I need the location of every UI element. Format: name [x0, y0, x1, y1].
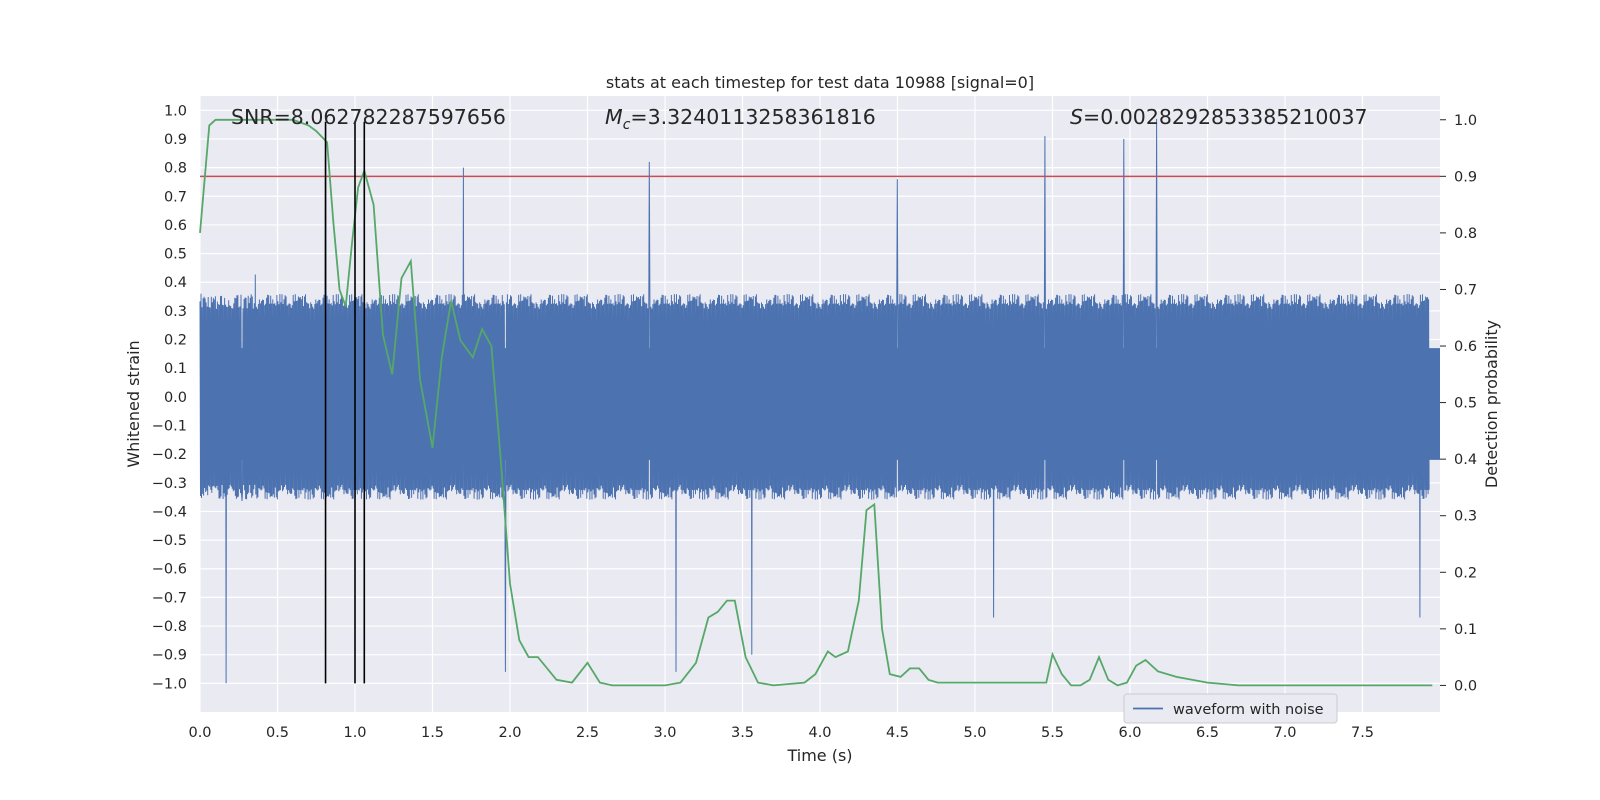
x-tick-label: 1.5: [421, 725, 444, 741]
x-axis-label: Time (s): [786, 746, 852, 765]
x-tick-label: 2.0: [498, 725, 521, 741]
y-right-tick-label: 0.4: [1454, 452, 1477, 468]
y-right-tick-label: 0.7: [1454, 282, 1477, 298]
x-axis-ticks: 0.0 0.5 1.0 1.5 2.0 2.5 3.0 3.5 4.0 4.5 5.0 5.5 6.0 6…: [188, 725, 1374, 741]
x-tick-label: 7.5: [1351, 725, 1374, 741]
x-tick-label: 7.0: [1273, 725, 1296, 741]
legend-label: waveform with noise: [1173, 702, 1324, 718]
y-left-tick-label: 0.6: [164, 218, 187, 234]
x-tick-label: 4.5: [886, 725, 909, 741]
y-left-tick-label: 1.0: [164, 103, 187, 119]
waveform-line: [199, 118, 1430, 684]
y-left-tick-label: −0.1: [152, 418, 187, 434]
y-right-tick-label: 0.0: [1454, 678, 1477, 694]
s-value: =0.0028292853385210037: [1083, 105, 1368, 129]
y-left-tick-label: −0.6: [152, 562, 187, 578]
x-tick-label: 5.0: [963, 725, 986, 741]
y-left-axis-ticks: 1.0 0.9 0.8 0.7 0.6 0.5 0.4 0.3 0.2 0.1 0.0 −0.1 −0.…: [152, 103, 187, 692]
x-tick-label: 1.0: [343, 725, 366, 741]
chirp-mass-annotation: Mc=3.3240113258361816: [605, 105, 876, 133]
y-right-tick-label: 0.9: [1454, 169, 1477, 185]
x-tick-label: 3.5: [731, 725, 754, 741]
vertical-markers: [324, 121, 366, 684]
snr-annotation: SNR=8.062782287597656: [231, 105, 506, 129]
probability-line: [199, 118, 1433, 687]
y-right-tick-label: 0.2: [1454, 565, 1477, 581]
legend-box: [1123, 693, 1338, 724]
y-left-tick-label: −0.4: [152, 504, 187, 520]
x-tick-label: 3.0: [653, 725, 676, 741]
y-left-tick-label: 0.3: [164, 304, 187, 320]
y-left-tick-label: 0.2: [164, 333, 187, 349]
y-right-tick-label: 0.8: [1454, 226, 1477, 242]
y-left-tick-label: 0.8: [164, 161, 187, 177]
y-right-tick-label: 1.0: [1454, 113, 1477, 129]
y-left-tick-label: −0.2: [152, 447, 187, 463]
x-tick-label: 6.5: [1196, 725, 1219, 741]
y-right-tick-label: 0.1: [1454, 622, 1477, 638]
y-left-tick-label: 0.4: [164, 275, 187, 291]
x-tick-label: 4.0: [808, 725, 831, 741]
y-left-axis-label: Whitened strain: [124, 340, 143, 467]
y-right-axis-ticks: 1.0 0.9 0.8 0.7 0.6 0.5 0.4 0.3 0.2 0.1 0.0: [1440, 113, 1477, 694]
y-right-tick-label: 0.6: [1454, 339, 1477, 355]
y-left-tick-label: −0.8: [152, 619, 187, 635]
s-symbol: S: [1070, 105, 1083, 129]
y-right-axis-label: Detection probability: [1482, 320, 1501, 488]
legend: waveform with noise: [1123, 693, 1338, 724]
y-left-tick-label: 0.0: [164, 390, 187, 406]
chirp-mass-symbol: M: [605, 105, 623, 129]
y-left-tick-label: 0.9: [164, 132, 187, 148]
y-left-tick-label: −1.0: [152, 676, 187, 692]
chirp-mass-value: =3.3240113258361816: [630, 105, 875, 129]
y-left-tick-label: −0.9: [152, 648, 187, 664]
y-left-tick-label: 0.7: [164, 189, 187, 205]
probability-series: [199, 118, 1433, 687]
waveform-series: [199, 118, 1440, 684]
y-left-tick-label: 0.5: [164, 247, 187, 263]
y-right-tick-label: 0.5: [1454, 396, 1477, 412]
chart-title: stats at each timestep for test data 109…: [606, 73, 1034, 92]
chirp-mass-subscript: c: [623, 117, 631, 133]
y-left-tick-label: −0.3: [152, 476, 187, 492]
y-right-tick-label: 0.3: [1454, 509, 1477, 525]
y-left-tick-label: 0.1: [164, 361, 187, 377]
s-annotation: S=0.0028292853385210037: [1070, 105, 1368, 129]
y-left-tick-label: −0.7: [152, 590, 187, 606]
y-left-tick-label: −0.5: [152, 533, 187, 549]
x-tick-label: 6.0: [1118, 725, 1141, 741]
x-tick-label: 0.5: [266, 725, 289, 741]
x-tick-label: 0.0: [188, 725, 211, 741]
x-tick-label: 5.5: [1041, 725, 1064, 741]
x-tick-label: 2.5: [576, 725, 599, 741]
